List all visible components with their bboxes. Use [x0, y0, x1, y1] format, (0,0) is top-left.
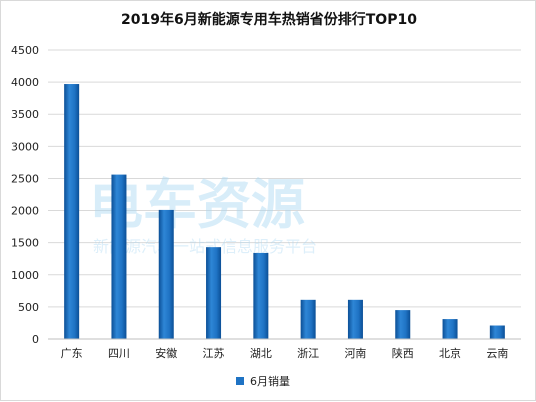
- bar-广东: [64, 84, 80, 339]
- x-axis-label-江苏: 江苏: [203, 347, 225, 360]
- y-tick-label: 500: [18, 301, 39, 314]
- grid-lines: [48, 49, 521, 340]
- bar-河南: [347, 299, 363, 339]
- x-axis-label-四川: 四川: [108, 347, 130, 360]
- chart-title: 2019年6月新能源专用车热销省份排行TOP10: [121, 11, 417, 28]
- bar-江苏: [206, 247, 222, 339]
- y-tick-label: 3500: [11, 108, 39, 121]
- y-tick-label: 3000: [11, 140, 39, 153]
- legend: 6月销量: [236, 374, 290, 388]
- bar-湖北: [253, 252, 269, 339]
- bar-陕西: [395, 310, 411, 339]
- watermark-sub-text: 新能源汽车一站式信息服务平台: [93, 237, 317, 256]
- x-axis-label-湖北: 湖北: [250, 347, 272, 360]
- y-axis-ticks: 0 500 1000 1500 2000 2500 3000 3500 4000 4500: [11, 44, 39, 346]
- y-tick-label: 1500: [11, 237, 39, 250]
- y-tick-label: 4000: [11, 76, 39, 89]
- x-axis-labels: 广东 四川 安徽 江苏 湖北 浙江 河南 陕西 北京 云南: [61, 346, 509, 360]
- x-axis-label-河南: 河南: [344, 347, 366, 360]
- y-tick-label: 1000: [11, 269, 39, 282]
- x-axis-label-浙江: 浙江: [297, 347, 319, 360]
- x-axis-label-陕西: 陕西: [392, 346, 414, 360]
- bar-安徽: [158, 209, 174, 339]
- bars: [64, 84, 505, 339]
- y-tick-label: 4500: [11, 44, 39, 57]
- legend-swatch: [236, 377, 244, 385]
- bar-北京: [442, 319, 458, 339]
- y-tick-label: 2000: [11, 205, 39, 218]
- y-tick-label: 2500: [11, 172, 39, 185]
- bar-四川: [111, 174, 127, 339]
- x-axis-label-云南: 云南: [486, 347, 508, 360]
- x-axis-label-广东: 广东: [61, 347, 83, 360]
- legend-label: 6月销量: [250, 374, 290, 388]
- x-axis-label-北京: 北京: [439, 346, 461, 360]
- bar-浙江: [300, 299, 316, 339]
- x-axis-label-安徽: 安徽: [155, 346, 177, 360]
- bar-云南: [489, 325, 505, 339]
- y-tick-label: 0: [32, 333, 39, 346]
